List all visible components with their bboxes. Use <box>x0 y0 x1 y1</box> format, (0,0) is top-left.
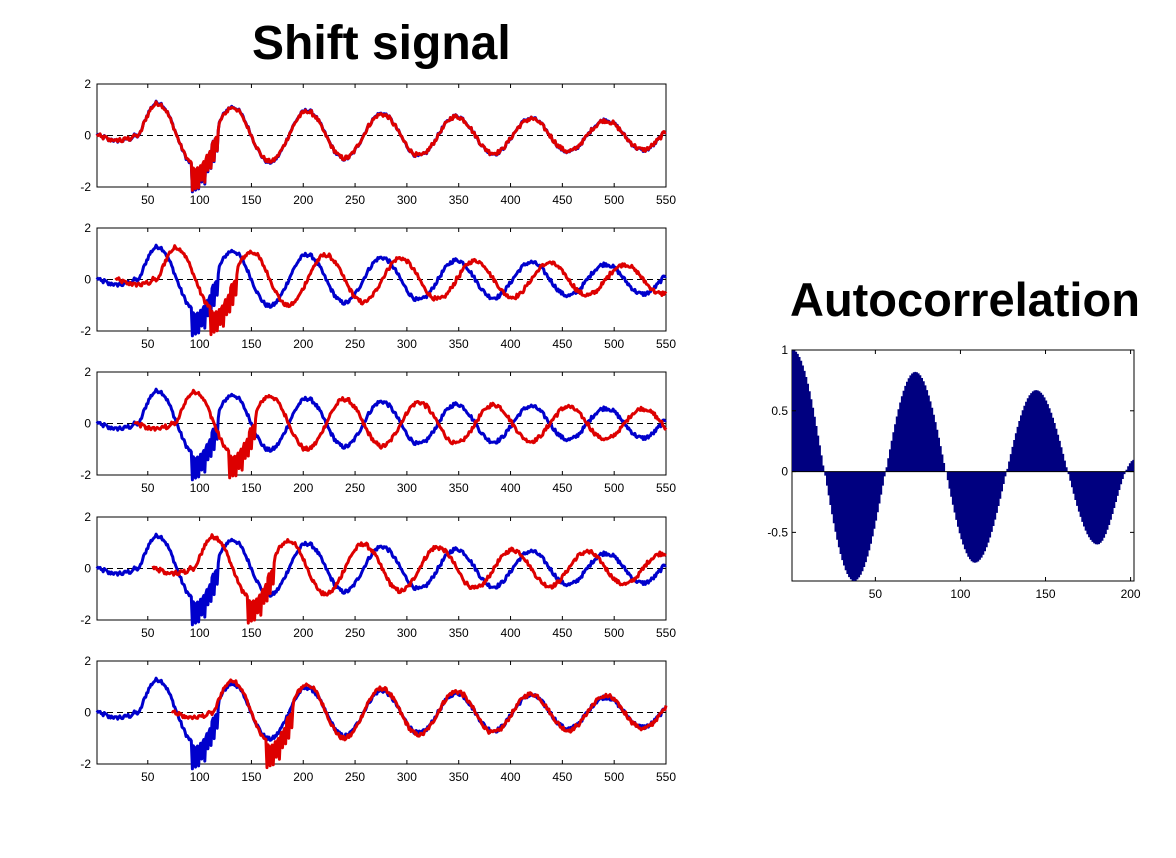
y-tick-label: 2 <box>84 365 91 379</box>
x-tick-label: 350 <box>449 337 469 351</box>
x-tick-label: 400 <box>501 193 521 207</box>
x-tick-label: 550 <box>656 337 676 351</box>
y-tick-label: 0 <box>84 417 91 431</box>
x-tick-label: 450 <box>552 193 572 207</box>
x-tick-label: 100 <box>190 337 210 351</box>
x-tick-label: 500 <box>604 481 624 495</box>
shifted-series-line <box>151 533 667 625</box>
x-tick-label: 150 <box>241 770 261 784</box>
x-tick-label: 550 <box>656 770 676 784</box>
y-tick-label: 2 <box>84 654 91 668</box>
signal-panel-4: 50 100 150 200 250 300 350 400 450 500 550 -2 0 2 <box>80 510 676 640</box>
x-tick-label: 550 <box>656 193 676 207</box>
x-tick-label: 400 <box>501 770 521 784</box>
x-tick-label: 250 <box>345 481 365 495</box>
shifted-series-line <box>114 244 668 337</box>
y-tick-label: 0 <box>84 129 91 143</box>
x-tick-label: 500 <box>604 193 624 207</box>
shift-signal-title: Shift signal <box>252 17 511 70</box>
x-tick-label: 500 <box>604 626 624 640</box>
x-tick-label: 550 <box>656 626 676 640</box>
y-tick-label: 0 <box>84 562 91 576</box>
x-tick-label: 450 <box>552 770 572 784</box>
signal-panel-5: 50 100 150 200 250 300 350 400 450 500 550 -2 0 2 <box>80 654 676 784</box>
x-tick-label: 50 <box>141 337 155 351</box>
x-tick-label: 250 <box>345 770 365 784</box>
signal-panel-2: 50 100 150 200 250 300 350 400 450 500 550 -2 0 2 <box>80 221 676 351</box>
x-tick-label: 300 <box>397 770 417 784</box>
y-tick-label: -0.5 <box>767 525 788 539</box>
y-tick-label: 2 <box>84 221 91 235</box>
x-tick-label: 50 <box>141 193 155 207</box>
x-tick-label: 100 <box>190 481 210 495</box>
y-tick-label: -2 <box>80 468 91 482</box>
x-tick-label: 50 <box>869 587 883 601</box>
y-tick-label: -2 <box>80 613 91 627</box>
x-tick-label: 450 <box>552 626 572 640</box>
x-tick-label: 350 <box>449 770 469 784</box>
x-tick-label: 200 <box>293 626 313 640</box>
y-tick-label: 0 <box>84 706 91 720</box>
x-tick-label: 100 <box>190 770 210 784</box>
x-tick-label: 300 <box>397 626 417 640</box>
x-tick-label: 150 <box>241 337 261 351</box>
x-tick-label: 50 <box>141 626 155 640</box>
x-tick-label: 150 <box>241 481 261 495</box>
signal-series-line <box>95 243 667 338</box>
x-tick-label: 150 <box>1036 587 1056 601</box>
x-tick-label: 200 <box>293 481 313 495</box>
x-tick-label: 150 <box>241 626 261 640</box>
x-tick-label: 250 <box>345 337 365 351</box>
y-tick-label: 2 <box>84 510 91 524</box>
y-tick-label: 0 <box>781 465 788 479</box>
x-tick-label: 400 <box>501 626 521 640</box>
y-tick-label: 0 <box>84 273 91 287</box>
y-tick-label: 2 <box>84 77 91 91</box>
x-tick-label: 250 <box>345 193 365 207</box>
x-tick-label: 450 <box>552 337 572 351</box>
x-tick-label: 100 <box>190 193 210 207</box>
x-tick-label: 50 <box>141 481 155 495</box>
autocorrelation-bars <box>792 350 1134 581</box>
shifted-series-line <box>133 388 668 480</box>
x-tick-label: 200 <box>293 193 313 207</box>
x-tick-label: 400 <box>501 337 521 351</box>
signal-series-line <box>95 532 667 627</box>
x-tick-label: 100 <box>950 587 970 601</box>
signal-series-line <box>95 387 667 482</box>
y-tick-label: -2 <box>80 324 91 338</box>
x-tick-label: 400 <box>501 481 521 495</box>
x-tick-label: 200 <box>1121 587 1141 601</box>
signal-panel-1: 50 100 150 200 250 300 350 400 450 500 550 -2 0 2 <box>80 77 676 207</box>
signal-panel-3: 50 100 150 200 250 300 350 400 450 500 550 -2 0 2 <box>80 365 676 495</box>
x-tick-label: 300 <box>397 337 417 351</box>
y-tick-label: -2 <box>80 180 91 194</box>
x-tick-label: 350 <box>449 626 469 640</box>
x-tick-label: 150 <box>241 193 261 207</box>
y-tick-label: 0.5 <box>771 404 788 418</box>
autocorrelation-panel: 50 100 150 200 -0.5 0 0.5 1 <box>767 343 1141 601</box>
x-tick-label: 500 <box>604 770 624 784</box>
x-tick-label: 500 <box>604 337 624 351</box>
x-tick-label: 350 <box>449 481 469 495</box>
x-tick-label: 300 <box>397 193 417 207</box>
autocorrelation-title: Autocorrelation <box>790 273 1140 326</box>
shifted-series-line <box>170 678 668 770</box>
x-tick-label: 550 <box>656 481 676 495</box>
x-tick-label: 50 <box>141 770 155 784</box>
x-tick-label: 250 <box>345 626 365 640</box>
x-tick-label: 300 <box>397 481 417 495</box>
x-tick-label: 350 <box>449 193 469 207</box>
y-tick-label: 1 <box>781 343 788 357</box>
x-tick-label: 450 <box>552 481 572 495</box>
x-tick-label: 200 <box>293 770 313 784</box>
shifted-series-line <box>95 100 667 192</box>
y-tick-label: -2 <box>80 757 91 771</box>
x-tick-label: 100 <box>190 626 210 640</box>
x-tick-label: 200 <box>293 337 313 351</box>
